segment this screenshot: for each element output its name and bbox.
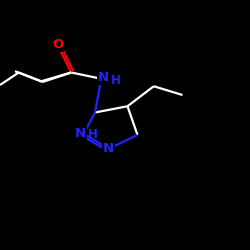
Text: N: N [98, 71, 109, 84]
Text: H: H [111, 74, 120, 86]
Text: N: N [74, 127, 86, 140]
Text: H: H [88, 128, 98, 141]
Text: O: O [52, 38, 63, 51]
Text: N: N [103, 142, 114, 155]
